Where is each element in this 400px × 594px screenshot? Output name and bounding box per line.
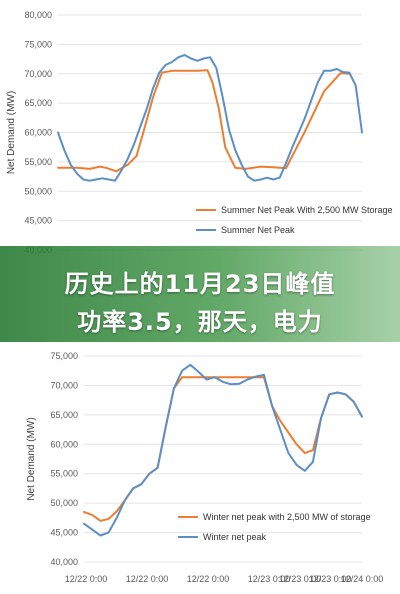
y-tick-label: 50,000 xyxy=(24,186,52,196)
y-tick-label: 75,000 xyxy=(50,351,78,361)
legend-label: Winter net peak with 2,500 MW of storage xyxy=(203,512,371,522)
y-tick-label: 65,000 xyxy=(24,98,52,108)
series-line-net-peak xyxy=(57,54,363,182)
y-tick-label: 40,000 xyxy=(50,557,78,567)
y-tick-label: 50,000 xyxy=(50,498,78,508)
x-tick-label: 12/22 0:00 xyxy=(187,574,230,584)
x-tick-label: 12/22 0:00 xyxy=(65,574,108,584)
x-tick-label: 12/24 0:00 xyxy=(341,574,384,584)
x-tick-label: 12/23 0:00 xyxy=(248,574,291,584)
y-axis-label: Net Demand (MW) xyxy=(26,417,37,500)
banner-title-line-1: 历史上的11月23日峰值 xyxy=(64,270,336,298)
y-axis-label: Net Demand (MW) xyxy=(6,91,17,174)
x-tick-label: 12/23 0:00 xyxy=(309,574,352,584)
banner-title-line-2: 功率3.5，那天，电力 xyxy=(77,308,323,336)
y-tick-label: 75,000 xyxy=(24,39,52,49)
winter-net-demand-chart: 75,000 70,000 65,000 60,000 55,000 50,000 45,0… xyxy=(26,351,384,584)
series-line-with-storage xyxy=(57,69,351,173)
y-tick-label: 80,000 xyxy=(24,10,52,20)
series-line-net-peak xyxy=(83,363,363,537)
legend-label: Summer Net Peak xyxy=(221,225,295,235)
y-tick-label: 70,000 xyxy=(50,380,78,390)
y-tick-label: 55,000 xyxy=(24,157,52,167)
x-tick-label: 12/22 0:00 xyxy=(126,574,169,584)
y-tick-label: 60,000 xyxy=(24,128,52,138)
x-tick-label: 12/23 0:00 xyxy=(279,574,322,584)
legend-label: Winter net peak xyxy=(203,532,267,542)
y-tick-label: 60,000 xyxy=(50,439,78,449)
legend-label: Summer Net Peak With 2,500 MW Storage xyxy=(221,205,393,215)
y-tick-label: 70,000 xyxy=(24,69,52,79)
y-tick-label: 45,000 xyxy=(50,528,78,538)
title-banner xyxy=(0,246,400,342)
y-tick-label: 65,000 xyxy=(50,410,78,420)
summer-net-demand-chart: 80,000 75,000 70,000 65,000 60,000 55,000 50,0… xyxy=(6,10,393,255)
y-tick-label: 55,000 xyxy=(50,469,78,479)
y-tick-label: 45,000 xyxy=(24,216,52,226)
